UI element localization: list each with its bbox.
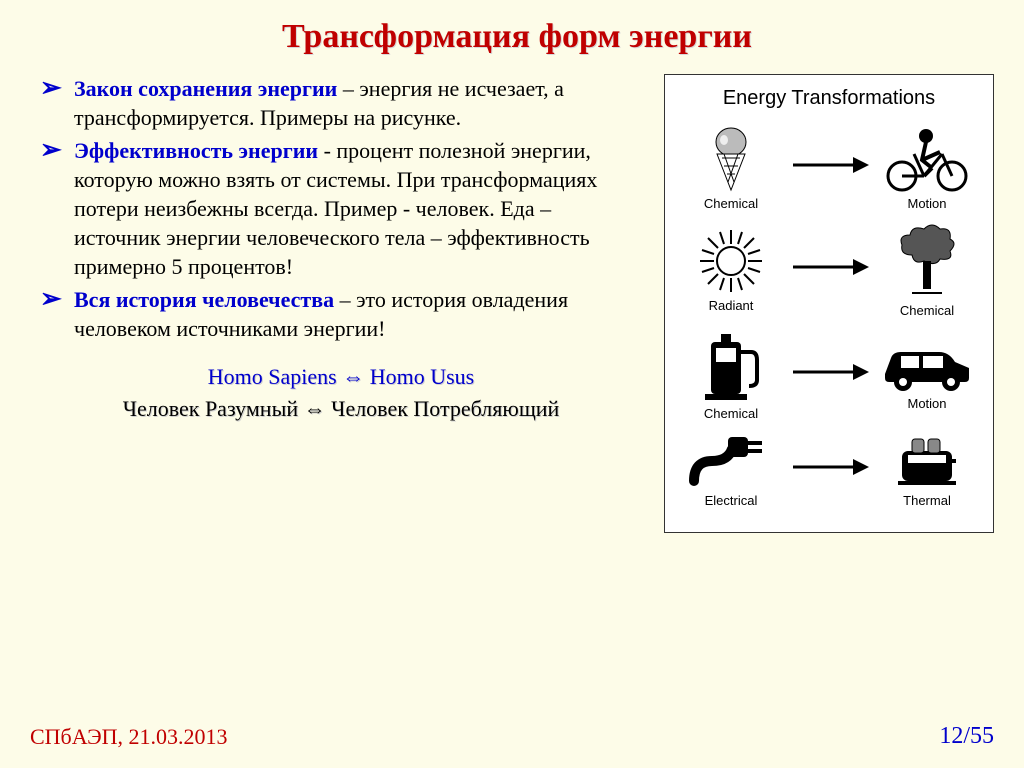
figure-label: Chemical <box>681 196 781 211</box>
tree-icon <box>892 221 962 301</box>
sun-icon <box>696 226 766 296</box>
figure-label: Thermal <box>877 493 977 508</box>
transform-arrow-icon <box>789 360 869 389</box>
figure-cell-right: Chemical <box>877 221 977 318</box>
figure-row: Radiant Chemical <box>675 221 983 318</box>
bullet-arrow-icon: ➢ <box>40 133 62 167</box>
footer-right: 12/55 <box>939 723 994 750</box>
transform-arrow-icon <box>789 255 869 284</box>
bullet-arrow-icon: ➢ <box>40 71 62 105</box>
figure-row: Chemical Motion <box>675 124 983 211</box>
figure-cell-right: Motion <box>877 124 977 211</box>
homo-block: Homo Sapiens ⇔ Homo Usus Человек Разумны… <box>40 361 642 425</box>
bullet-item: ➢ Вся история человечества – это история… <box>40 285 642 343</box>
homo-sep: ⇔ <box>337 364 370 389</box>
homo-latin-right: Homo Usus <box>370 364 475 389</box>
cyclist-icon <box>882 124 972 194</box>
homo-latin-left: Homo Sapiens <box>208 364 337 389</box>
figure-row: Electrical Thermal <box>675 431 983 508</box>
homo-ru-left: Человек Разумный <box>123 396 298 421</box>
figure-cell-right: Thermal <box>877 431 977 508</box>
figure-label: Motion <box>877 196 977 211</box>
bullet-item: ➢ Эффективность энергии - процент полезн… <box>40 136 642 281</box>
figure-label: Chemical <box>681 406 781 421</box>
figure-label: Motion <box>877 396 977 411</box>
figure-label: Chemical <box>877 303 977 318</box>
figure-label: Radiant <box>681 298 781 313</box>
homo-sep: ⇔ <box>298 396 331 421</box>
figure-cell-left: Radiant <box>681 226 781 313</box>
slide-title: Трансформация форм энергии <box>40 18 994 56</box>
plug-icon <box>688 431 774 491</box>
figure-cell-left: Electrical <box>681 431 781 508</box>
figure-label: Electrical <box>681 493 781 508</box>
figure-cell-left: Chemical <box>681 124 781 211</box>
transform-arrow-icon <box>789 455 869 484</box>
transform-arrow-icon <box>789 153 869 182</box>
bullet-lead: Эффективность энергии <box>74 138 324 163</box>
figure-title: Energy Transformations <box>675 87 983 110</box>
car-icon <box>879 338 975 394</box>
bullet-lead: Вся история человечества <box>74 287 334 312</box>
figure-panel: Energy Transformations Chemical <box>664 74 994 533</box>
bullet-lead: Закон сохранения энергии <box>74 76 337 101</box>
bullet-arrow-icon: ➢ <box>40 282 62 316</box>
figure-cell-left: Chemical <box>681 328 781 421</box>
icecream-icon <box>704 124 758 194</box>
bullet-item: ➢ Закон сохранения энергии – энергия не … <box>40 74 642 132</box>
homo-ru-right: Человек Потребляющий <box>331 396 559 421</box>
footer-left: СПбАЭП, 21.03.2013 <box>30 724 228 750</box>
figure-row: Chemical Motion <box>675 328 983 421</box>
pump-icon <box>699 328 763 404</box>
content-row: ➢ Закон сохранения энергии – энергия не … <box>40 74 994 533</box>
figure-cell-right: Motion <box>877 338 977 411</box>
toaster-icon <box>892 431 962 491</box>
text-column: ➢ Закон сохранения энергии – энергия не … <box>40 74 648 533</box>
slide: Трансформация форм энергии ➢ Закон сохра… <box>0 0 1024 768</box>
